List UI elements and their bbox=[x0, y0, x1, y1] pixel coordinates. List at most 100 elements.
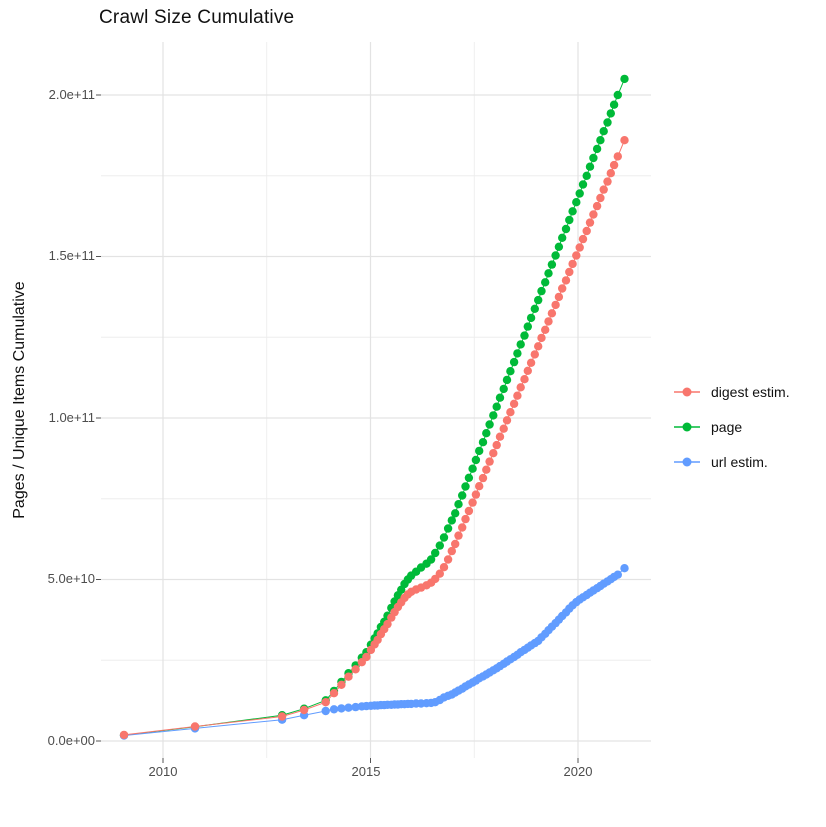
legend-label: page bbox=[711, 418, 743, 435]
gridlines-major bbox=[101, 42, 651, 758]
data-point bbox=[613, 152, 622, 161]
data-point bbox=[478, 438, 488, 447]
data-point bbox=[435, 569, 444, 578]
data-point bbox=[329, 689, 339, 698]
data-point bbox=[565, 215, 574, 225]
data-point bbox=[478, 473, 488, 483]
data-point bbox=[337, 680, 346, 689]
data-point bbox=[482, 465, 491, 474]
data-point bbox=[499, 384, 508, 394]
data-point bbox=[620, 74, 629, 84]
data-point bbox=[485, 457, 494, 466]
y-tick-label: 1.5e+11 bbox=[48, 248, 95, 263]
data-point bbox=[351, 702, 360, 712]
data-point bbox=[482, 429, 491, 438]
data-point bbox=[520, 375, 529, 384]
data-point bbox=[596, 193, 605, 203]
data-point bbox=[558, 233, 567, 242]
data-point bbox=[534, 342, 543, 351]
x-tick-label: 2015 bbox=[351, 764, 381, 779]
data-point bbox=[451, 539, 460, 549]
x-tick-label: 2010 bbox=[148, 764, 178, 779]
data-point bbox=[344, 672, 353, 681]
data-point bbox=[464, 473, 474, 482]
data-point bbox=[337, 704, 346, 713]
data-point bbox=[499, 424, 508, 433]
data-point bbox=[362, 652, 371, 662]
y-axis-title: Pages / Unique Items Cumulative bbox=[11, 281, 28, 519]
data-point bbox=[458, 491, 467, 500]
data-point bbox=[523, 366, 532, 375]
data-point bbox=[547, 309, 557, 318]
data-point bbox=[609, 100, 619, 109]
legend: digest estim. page url estim. bbox=[672, 374, 790, 479]
data-point bbox=[321, 706, 330, 716]
data-point bbox=[492, 440, 501, 450]
data-point bbox=[447, 546, 456, 556]
data-point bbox=[299, 705, 309, 715]
legend-item-digest-estim: digest estim. bbox=[672, 374, 790, 409]
data-point bbox=[475, 446, 484, 456]
data-point bbox=[589, 210, 598, 219]
data-point bbox=[620, 136, 629, 145]
data-point bbox=[526, 313, 536, 323]
data-point bbox=[443, 555, 453, 564]
data-point bbox=[561, 276, 571, 285]
data-point bbox=[329, 705, 339, 714]
data-point bbox=[541, 278, 550, 287]
data-point bbox=[568, 259, 577, 269]
data-point bbox=[454, 531, 463, 540]
data-point bbox=[489, 411, 498, 420]
data-point bbox=[489, 449, 498, 458]
data-point bbox=[520, 331, 529, 340]
data-point bbox=[537, 286, 546, 296]
data-point bbox=[613, 570, 622, 579]
y-tick-label: 0.0e+00 bbox=[47, 733, 95, 748]
data-point bbox=[554, 292, 564, 302]
data-point bbox=[190, 722, 200, 731]
data-point bbox=[554, 242, 564, 251]
data-point bbox=[575, 243, 584, 252]
data-point bbox=[592, 201, 602, 211]
data-point bbox=[530, 304, 539, 313]
data-point bbox=[516, 340, 525, 349]
data-point bbox=[599, 127, 608, 136]
data-point bbox=[541, 325, 550, 334]
legend-item-url-estim: url estim. bbox=[672, 444, 790, 479]
series-digest-estim- bbox=[119, 136, 629, 740]
data-point bbox=[495, 432, 505, 441]
series-url-estim- bbox=[119, 564, 629, 740]
data-point bbox=[506, 367, 515, 376]
data-point bbox=[509, 357, 519, 367]
y-tick-label: 2.0e+11 bbox=[48, 87, 95, 102]
data-point bbox=[502, 375, 512, 385]
data-point bbox=[544, 317, 553, 326]
data-point bbox=[277, 712, 287, 721]
data-point bbox=[509, 399, 519, 408]
data-point bbox=[506, 408, 515, 417]
data-point bbox=[572, 251, 581, 260]
data-point bbox=[468, 464, 477, 473]
data-point bbox=[603, 177, 612, 186]
data-point bbox=[578, 234, 588, 244]
x-tick-label: 2020 bbox=[563, 764, 593, 779]
data-point bbox=[606, 109, 615, 118]
data-point bbox=[439, 533, 449, 542]
data-point bbox=[351, 665, 360, 674]
data-point bbox=[530, 350, 539, 359]
data-point bbox=[523, 322, 532, 331]
data-point bbox=[458, 523, 467, 532]
data-point bbox=[551, 251, 560, 260]
data-point bbox=[492, 402, 501, 411]
data-point bbox=[468, 498, 477, 507]
data-point bbox=[578, 180, 588, 189]
y-tick-label: 5.0e+10 bbox=[47, 571, 95, 586]
data-point bbox=[603, 118, 612, 127]
data-point bbox=[537, 333, 546, 343]
data-point bbox=[461, 482, 470, 491]
data-point bbox=[516, 383, 525, 392]
data-point bbox=[471, 455, 481, 465]
data-point bbox=[513, 349, 522, 358]
